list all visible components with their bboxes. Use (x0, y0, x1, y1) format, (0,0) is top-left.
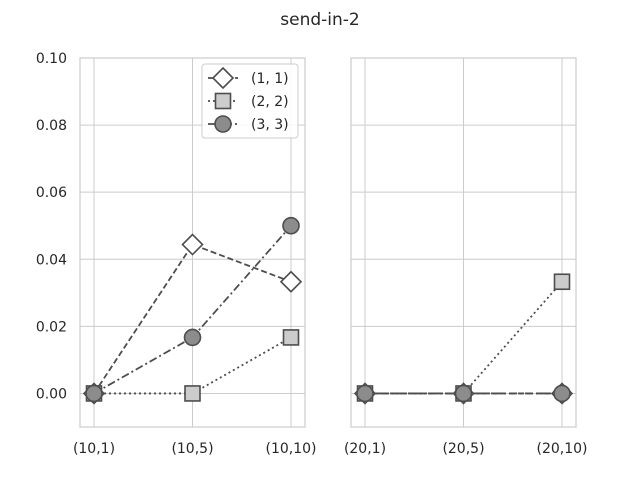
data-point (553, 384, 571, 403)
data-point (282, 216, 300, 235)
legend: (1, 1) (2, 2) (3, 3) (201, 63, 299, 139)
x-tick-label: (20,10) (536, 441, 587, 457)
y-tick-label: 0.10 (36, 51, 67, 67)
chart-title: send-in-2 (280, 10, 359, 30)
data-point (356, 384, 374, 403)
data-point (184, 385, 201, 402)
data-point (183, 328, 202, 347)
series-line (93, 243, 292, 394)
legend-label: (3, 3) (251, 117, 289, 133)
legend-marker (211, 66, 235, 90)
data-point (553, 273, 571, 291)
plot-frame (79, 57, 306, 428)
y-tick-label: 0.08 (36, 118, 67, 134)
data-point (85, 384, 103, 403)
x-tick-label: (10,10) (265, 441, 316, 457)
legend-label: (2, 2) (251, 94, 289, 110)
data-point (279, 270, 303, 293)
x-tick-label: (10,5) (171, 441, 213, 457)
y-tick-label: 0.06 (36, 185, 67, 201)
legend-label: (1, 1) (251, 71, 289, 87)
legend-marker (214, 92, 232, 110)
x-tick-label: (10,1) (73, 441, 115, 457)
data-point (282, 329, 300, 346)
legend-marker (214, 115, 232, 133)
data-point (181, 233, 204, 256)
y-tick-label: 0.04 (36, 252, 67, 268)
y-tick-label: 0.00 (36, 386, 67, 402)
x-tick-label: (20,1) (344, 441, 386, 457)
y-tick-label: 0.02 (36, 319, 67, 335)
data-point (454, 384, 473, 403)
left-panel: 0.00 0.02 0.04 0.06 0.08 0.10 (10,1) (10,5) (10,… (36, 51, 317, 457)
right-panel: (20,1) (20,5) (20,10) (344, 57, 588, 457)
plot-frame (350, 57, 577, 428)
x-tick-label: (20,5) (442, 441, 484, 457)
